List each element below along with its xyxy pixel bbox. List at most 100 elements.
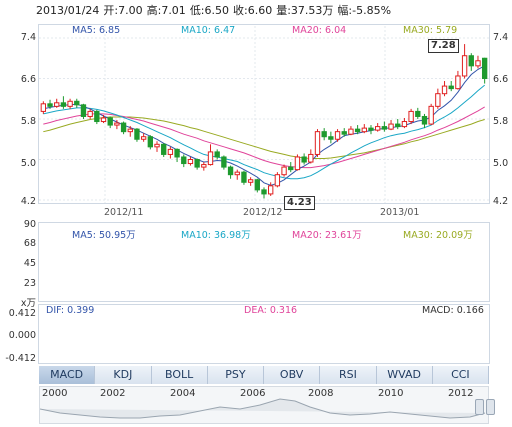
indicator-tabs: MACD KDJ BOLL PSY OBV RSI WVAD CCI xyxy=(39,366,489,384)
candle-body xyxy=(435,93,441,107)
quote-low: 低:6.50 xyxy=(189,4,230,17)
candle-body xyxy=(261,189,267,195)
range-navigator[interactable]: 2000 2002 2004 2006 2008 2010 2012 xyxy=(39,386,489,424)
candle-body xyxy=(321,131,327,138)
candle-body xyxy=(107,117,113,126)
candle-body xyxy=(181,156,187,165)
price-ma5-label: MA5: 6.85 xyxy=(72,25,121,36)
high-price-callout: 7.28 xyxy=(428,39,459,53)
candle-body xyxy=(455,75,461,90)
volume-ytick: 23 xyxy=(23,278,36,289)
tab-cci[interactable]: CCI xyxy=(432,366,489,384)
volume-ytick: 68 xyxy=(23,238,36,249)
candle-body xyxy=(381,126,388,130)
candle-body xyxy=(234,171,240,176)
candle-body xyxy=(388,123,394,130)
candle-body xyxy=(134,128,140,140)
quote-close: 收:6.60 xyxy=(233,4,273,17)
candle-body xyxy=(368,127,374,131)
candle-body xyxy=(87,110,93,117)
candle-body xyxy=(54,102,60,107)
candle-body xyxy=(114,122,120,126)
tab-macd[interactable]: MACD xyxy=(39,366,96,384)
price-ytick-left: 4.2 xyxy=(20,196,36,207)
candle-body xyxy=(127,128,133,133)
candle-body xyxy=(100,117,107,123)
candle-body xyxy=(415,110,421,117)
volume-ma5-label: MA5: 50.95万 xyxy=(72,230,136,241)
navigator-history-line xyxy=(40,398,486,419)
volume-unit: x万 xyxy=(20,298,36,309)
candle-body xyxy=(461,55,468,77)
candle-body xyxy=(60,102,67,107)
candle-body xyxy=(161,143,167,155)
candle-body xyxy=(247,179,254,183)
volume-ma30-label: MA30: 20.09万 xyxy=(403,230,473,241)
navigator-left-handle[interactable] xyxy=(475,399,484,415)
candle-body xyxy=(120,122,127,133)
candle-body xyxy=(214,151,220,158)
navigator-year: 2012 xyxy=(448,388,474,399)
candle-body xyxy=(401,121,408,128)
candle-body xyxy=(254,179,260,191)
ma10-line xyxy=(43,84,486,180)
candle-body xyxy=(140,136,147,140)
candle-body xyxy=(154,143,160,148)
price-ma10-label: MA10: 6.47 xyxy=(181,25,236,36)
candle-body xyxy=(227,166,234,176)
candle-body xyxy=(201,164,207,168)
candle-body xyxy=(147,136,154,148)
macd-ytick: -0.412 xyxy=(5,353,36,364)
navigator-year: 2000 xyxy=(42,388,68,399)
navigator-year: 2010 xyxy=(378,388,404,399)
candle-body xyxy=(374,126,381,131)
macd-ytick: 0.412 xyxy=(8,308,36,319)
tab-boll[interactable]: BOLL xyxy=(151,366,208,384)
candle-body xyxy=(354,128,361,133)
quote-open: 开:7.00 xyxy=(103,4,143,17)
candle-body xyxy=(395,123,401,128)
candle-body xyxy=(174,148,180,158)
candle-body xyxy=(74,100,80,106)
candle-body xyxy=(221,156,227,168)
price-ytick-right: 7.4 xyxy=(493,32,509,43)
price-ytick-right: 4.2 xyxy=(493,196,509,207)
price-xtick: 2012/11 xyxy=(104,207,144,218)
tab-obv[interactable]: OBV xyxy=(264,366,321,384)
candle-body xyxy=(274,174,281,187)
price-ytick-right: 6.6 xyxy=(493,74,509,85)
candle-body xyxy=(441,85,448,95)
quote-change: 幅:-5.85% xyxy=(337,4,392,17)
candle-body xyxy=(194,159,200,168)
price-ytick-left: 5.8 xyxy=(20,116,36,127)
tab-rsi[interactable]: RSI xyxy=(320,366,377,384)
price-xtick: 2013/01 xyxy=(380,207,420,218)
price-ytick-right: 5.0 xyxy=(493,158,509,169)
candle-body xyxy=(268,185,274,195)
navigator-year: 2002 xyxy=(100,388,126,399)
price-xtick: 2012/12 xyxy=(243,207,283,218)
volume-panel[interactable] xyxy=(38,222,490,302)
price-ma30-label: MA30: 5.79 xyxy=(403,25,458,36)
tab-wvad[interactable]: WVAD xyxy=(376,366,433,384)
candle-body xyxy=(80,104,87,117)
candle-body xyxy=(314,131,321,155)
quote-date: 2013/01/24 xyxy=(36,4,100,17)
candle-body xyxy=(301,156,307,163)
volume-ytick: 45 xyxy=(23,258,36,269)
volume-ma20-label: MA20: 23.61万 xyxy=(292,230,362,241)
candle-body xyxy=(47,103,53,107)
candle-body xyxy=(341,131,347,135)
ma30-line xyxy=(43,116,485,159)
navigator-right-handle[interactable] xyxy=(486,399,495,415)
candle-body xyxy=(288,166,294,171)
candle-body xyxy=(308,153,314,163)
candle-body xyxy=(207,151,214,166)
candle-body xyxy=(448,85,454,90)
tab-psy[interactable]: PSY xyxy=(207,366,264,384)
macd-dif-label: DIF: 0.399 xyxy=(46,305,95,316)
macd-panel[interactable] xyxy=(38,304,490,364)
tab-kdj[interactable]: KDJ xyxy=(95,366,152,384)
price-ma20-label: MA20: 6.04 xyxy=(292,25,347,36)
quote-volume: 量:37.53万 xyxy=(276,4,334,17)
